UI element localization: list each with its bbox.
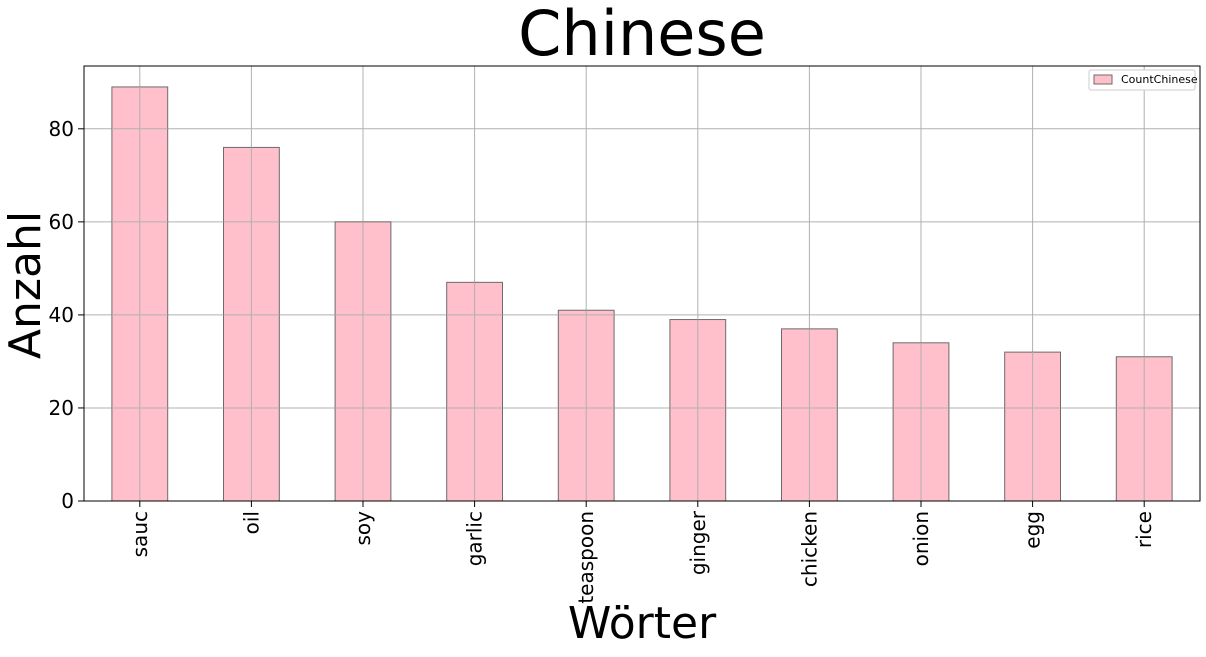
x-ticks: sauc oil soy garlic teaspoon ginger chicken oni… <box>128 501 1156 604</box>
y-axis-label: Anzahl <box>0 211 51 359</box>
y-tick-label: 60 <box>49 210 74 234</box>
legend-swatch <box>1093 74 1113 85</box>
x-tick-label: onion <box>909 511 933 566</box>
x-tick-label: ginger <box>686 510 710 575</box>
chart-title: Chinese <box>518 0 766 70</box>
y-tick-label: 80 <box>49 117 74 141</box>
y-tick-label: 40 <box>49 303 74 327</box>
x-tick-label: sauc <box>128 511 152 557</box>
x-tick-label: oil <box>239 511 263 534</box>
x-axis-label: Wörter <box>568 598 717 649</box>
x-tick-label: soy <box>351 511 375 546</box>
legend-label: CountChinese <box>1121 73 1198 86</box>
plot-frame <box>83 65 1201 502</box>
x-tick-label: garlic <box>463 511 487 566</box>
x-tick-label: rice <box>1132 511 1156 548</box>
y-tick-label: 0 <box>61 489 74 513</box>
plot-border <box>83 65 1201 502</box>
x-tick-label: egg <box>1021 511 1045 549</box>
y-ticks: 0 20 40 60 80 <box>49 117 84 513</box>
x-tick-label: teaspoon <box>574 511 598 604</box>
bars <box>111 86 1173 502</box>
legend-box <box>1088 69 1196 91</box>
legend: CountChinese <box>1088 69 1198 91</box>
x-tick-label: chicken <box>797 511 821 587</box>
y-tick-label: 20 <box>49 396 74 420</box>
